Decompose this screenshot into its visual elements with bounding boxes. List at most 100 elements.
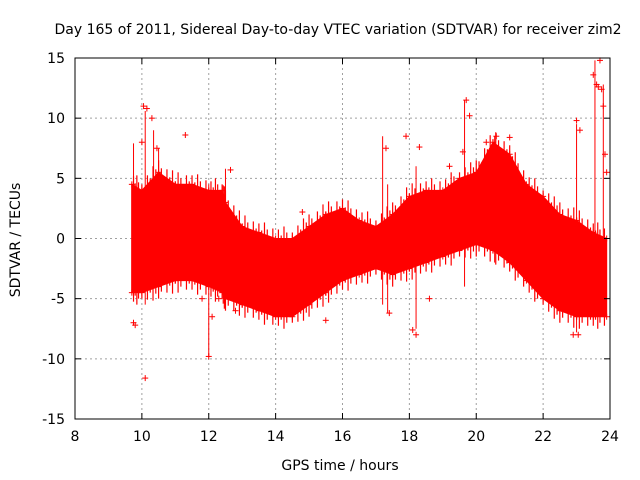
- data-point: [356, 217, 363, 224]
- data-point: [573, 217, 580, 224]
- data-point: [142, 375, 149, 382]
- data-point: [339, 277, 346, 284]
- x-axis-label: GPS time / hours: [281, 458, 398, 474]
- data-point: [556, 307, 563, 314]
- x-tick-label: 20: [467, 429, 485, 445]
- x-tick-label: 8: [71, 429, 80, 445]
- data-point: [403, 133, 410, 140]
- data-point: [386, 310, 393, 317]
- data-point: [601, 151, 608, 158]
- data-point: [489, 139, 496, 146]
- data-point: [205, 283, 212, 290]
- data-point: [215, 295, 222, 302]
- data-point: [600, 103, 607, 110]
- data-point: [155, 169, 162, 176]
- data-point: [289, 235, 296, 242]
- data-point: [227, 166, 234, 173]
- data-point: [598, 86, 605, 93]
- data-point: [239, 223, 246, 230]
- y-axis-label: SDTVAR / TECUs: [8, 183, 24, 298]
- data-point: [189, 277, 196, 284]
- data-point: [590, 313, 597, 320]
- data-point: [576, 127, 583, 134]
- data-point: [575, 331, 582, 338]
- data-point: [289, 313, 296, 320]
- y-tick-label: -5: [51, 292, 65, 308]
- x-tick-label: 18: [400, 429, 418, 445]
- data-point: [255, 229, 262, 236]
- data-point: [483, 139, 490, 146]
- x-tick-label: 12: [200, 429, 218, 445]
- data-point: [446, 163, 453, 170]
- y-tick-label: 15: [47, 51, 65, 67]
- axis-ticks: 8 10 12 14 16 18 20 22 24 -15 -10 -5 0 5 10 15: [42, 51, 619, 445]
- data-point: [148, 115, 155, 122]
- data-point: [222, 295, 229, 302]
- data-point: [459, 148, 466, 155]
- data-point: [426, 295, 433, 302]
- data-point: [540, 295, 547, 302]
- data-point: [540, 193, 547, 200]
- data-point: [205, 353, 212, 360]
- data-point: [556, 211, 563, 218]
- data-point: [413, 331, 420, 338]
- data-point: [189, 181, 196, 188]
- data-point: [172, 181, 179, 188]
- data-point: [306, 301, 313, 308]
- data-point: [523, 181, 530, 188]
- y-tick-label: 10: [47, 111, 65, 127]
- data-point: [409, 326, 416, 333]
- data-point: [372, 223, 379, 230]
- data-point: [219, 187, 226, 194]
- data-point: [423, 259, 430, 266]
- data-point: [219, 289, 226, 296]
- data-point: [132, 322, 139, 329]
- y-tick-label: 5: [56, 171, 65, 187]
- data-point: [322, 317, 329, 324]
- data-point: [506, 259, 513, 266]
- data-point: [222, 199, 229, 206]
- data-point: [573, 117, 580, 124]
- data-point: [573, 313, 580, 320]
- data-point: [306, 223, 313, 230]
- data-point: [439, 253, 446, 260]
- y-tick-label: -15: [42, 412, 65, 428]
- data-point: [406, 193, 413, 200]
- data-point: [456, 175, 463, 182]
- data-point: [389, 271, 396, 278]
- data-point: [199, 295, 206, 302]
- chart-title: Day 165 of 2011, Sidereal Day-to-day VTE…: [55, 22, 622, 38]
- data-point: [372, 265, 379, 272]
- data-point: [493, 133, 500, 140]
- data-point: [322, 289, 329, 296]
- data-point: [138, 187, 145, 194]
- plot-area: [128, 57, 610, 382]
- data-point: [182, 132, 189, 139]
- data-point: [473, 169, 480, 176]
- data-point: [603, 169, 610, 176]
- x-tick-label: 14: [267, 429, 285, 445]
- data-point: [423, 187, 430, 194]
- data-point: [255, 307, 262, 314]
- data-point: [140, 103, 147, 110]
- data-point: [128, 181, 135, 188]
- data-point: [138, 289, 145, 296]
- data-point: [590, 71, 597, 78]
- data-point: [595, 83, 602, 90]
- data-point: [456, 247, 463, 254]
- y-tick-label: -10: [42, 352, 65, 368]
- data-point: [299, 209, 306, 216]
- data-point: [205, 187, 212, 194]
- data-point: [272, 235, 279, 242]
- data-point: [272, 313, 279, 320]
- data-point: [128, 289, 135, 296]
- data-point: [239, 301, 246, 308]
- data-point: [209, 313, 216, 320]
- data-point: [473, 241, 480, 248]
- data-point: [570, 331, 577, 338]
- data-point: [339, 205, 346, 212]
- data-point: [506, 151, 513, 158]
- data-point: [506, 134, 513, 141]
- data-point: [603, 313, 610, 320]
